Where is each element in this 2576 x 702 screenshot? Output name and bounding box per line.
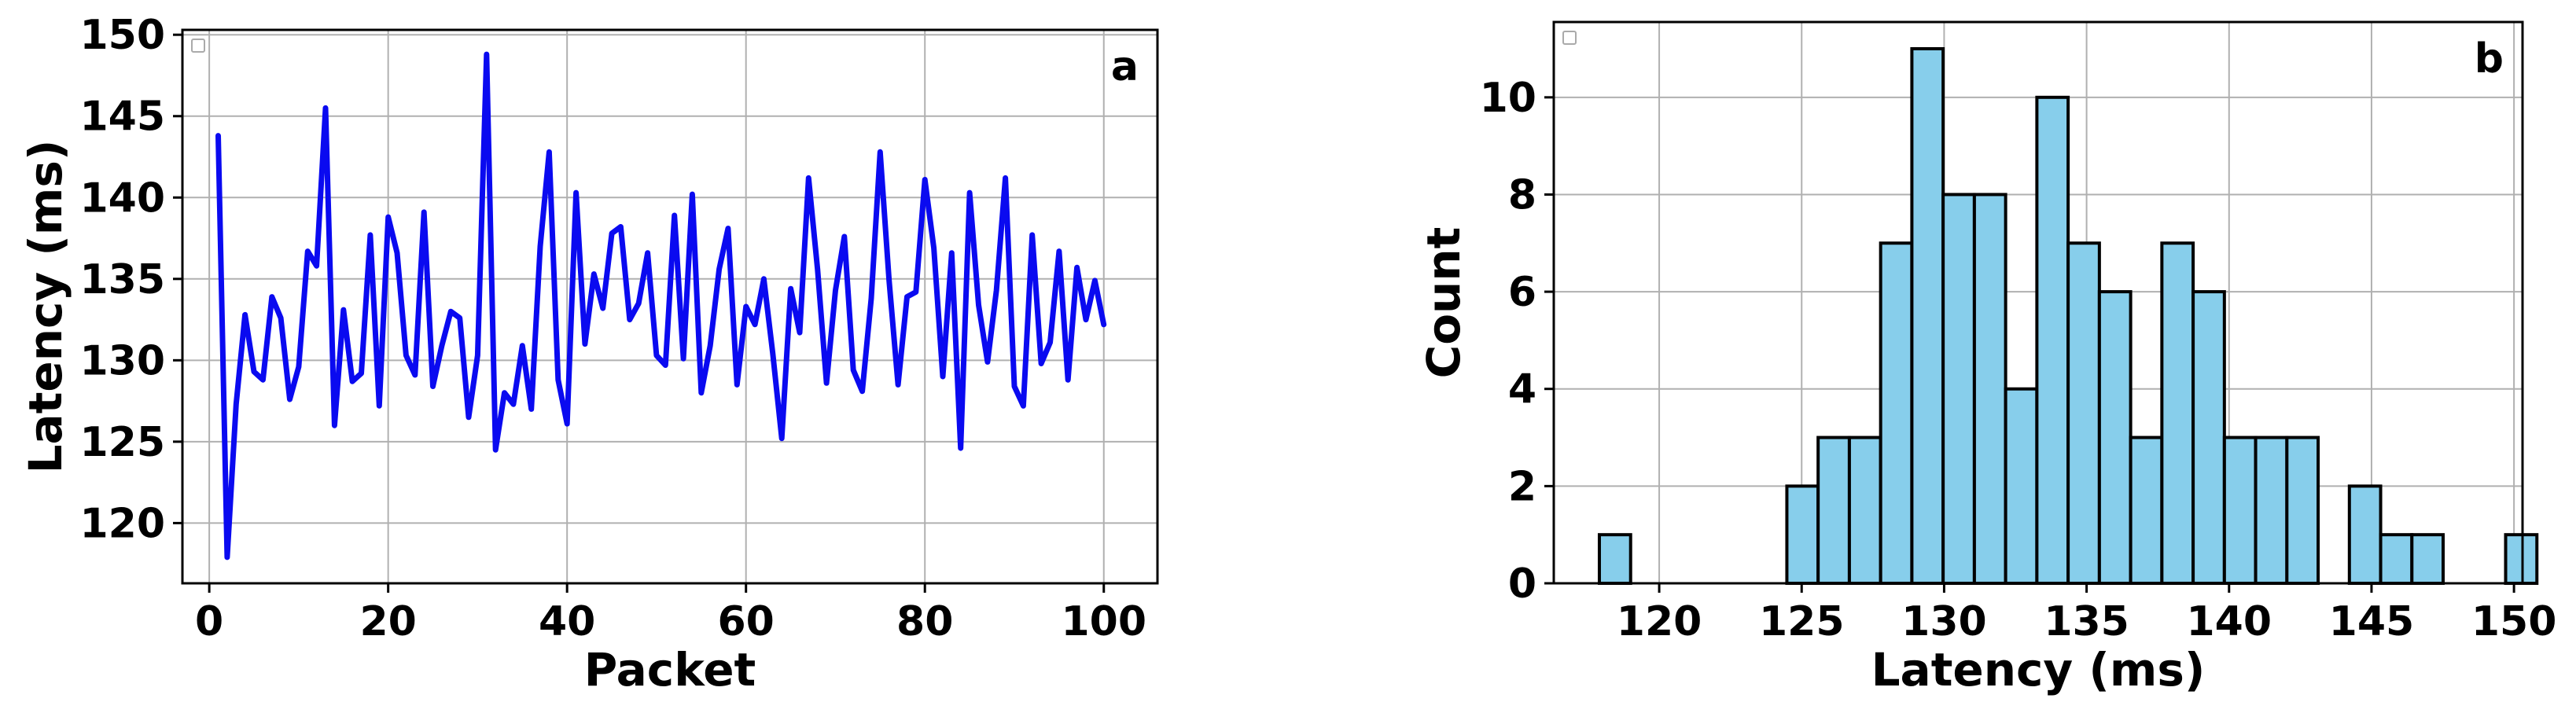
plot-frame [181, 28, 1159, 585]
x-axis-label: Latency (ms) [1871, 643, 2206, 696]
y-tick-label: 2 [1508, 463, 1536, 510]
histogram-bar [2097, 290, 2133, 585]
x-tick-label: 140 [2187, 598, 2272, 645]
histogram-bar [1847, 436, 1882, 586]
y-tick-label: 4 [1508, 366, 1536, 413]
x-tick-label: 80 [896, 598, 953, 645]
histogram-bar [2191, 290, 2226, 585]
y-tick-label: 120 [79, 500, 165, 547]
x-tick-label: 60 [718, 598, 775, 645]
histogram-bar [1785, 484, 1820, 586]
x-tick-label: 135 [2044, 598, 2129, 645]
y-tick-label: 8 [1508, 171, 1536, 219]
histogram-bar [1972, 193, 2007, 585]
panel-label: b [2475, 35, 2504, 83]
chart-panel-a: 0 20 40 60 80 100 120 125 130 135 140 145 150 Packet L… [19, 12, 1159, 696]
legend-box [191, 39, 205, 53]
x-tick-label: 125 [1759, 598, 1845, 645]
histogram-bar [2254, 436, 2289, 586]
histogram-bar [1910, 47, 1945, 585]
histogram-bar [2285, 436, 2320, 586]
x-axis-label: Packet [584, 643, 756, 696]
x-tick-label: 20 [359, 598, 416, 645]
y-axis-label: Latency (ms) [19, 140, 72, 474]
x-tick-label: 150 [2471, 598, 2557, 645]
histogram-bar [2222, 436, 2258, 586]
histogram-bar [2129, 436, 2164, 586]
y-tick-label: 0 [1508, 560, 1536, 608]
y-tick-label: 125 [79, 419, 165, 466]
histogram-bar [2379, 533, 2414, 586]
x-tick-label: 0 [195, 598, 223, 645]
plot-frame [1552, 20, 2524, 585]
y-tick-label: 130 [79, 337, 165, 384]
histogram-bar [2035, 95, 2070, 586]
y-tick-label: 6 [1508, 269, 1536, 316]
legend-box [1562, 31, 1577, 45]
y-tick-label: 135 [79, 256, 165, 303]
y-tick-label: 10 [1480, 75, 1536, 122]
y-tick-label: 145 [79, 94, 165, 141]
x-tick-label: 40 [539, 598, 595, 645]
y-tick-label: 150 [79, 12, 165, 59]
histogram-bar [2410, 533, 2445, 586]
histogram-bar [2066, 241, 2101, 585]
histogram-bar [2160, 241, 2195, 585]
x-tick-label: 145 [2329, 598, 2415, 645]
histogram-bar [2347, 484, 2383, 586]
chart-panel-b: 120 125 130 135 140 145 150 0 2 4 6 8 10 Latency (ms)… [1417, 20, 2557, 696]
histogram-bar [2004, 387, 2039, 585]
histogram-bar [1879, 241, 1914, 585]
histogram-bar [1816, 436, 1851, 586]
panel-label: a [1111, 43, 1139, 90]
y-axis-label: Count [1417, 227, 1470, 379]
histogram-bar [2504, 533, 2539, 586]
histogram-bar [1941, 193, 1976, 585]
x-tick-label: 100 [1061, 598, 1146, 645]
latency-line [215, 51, 1107, 560]
y-tick-label: 140 [79, 175, 165, 222]
x-tick-label: 130 [1901, 598, 1987, 645]
x-tick-label: 120 [1617, 598, 1702, 645]
histogram-bar [1597, 533, 1632, 586]
